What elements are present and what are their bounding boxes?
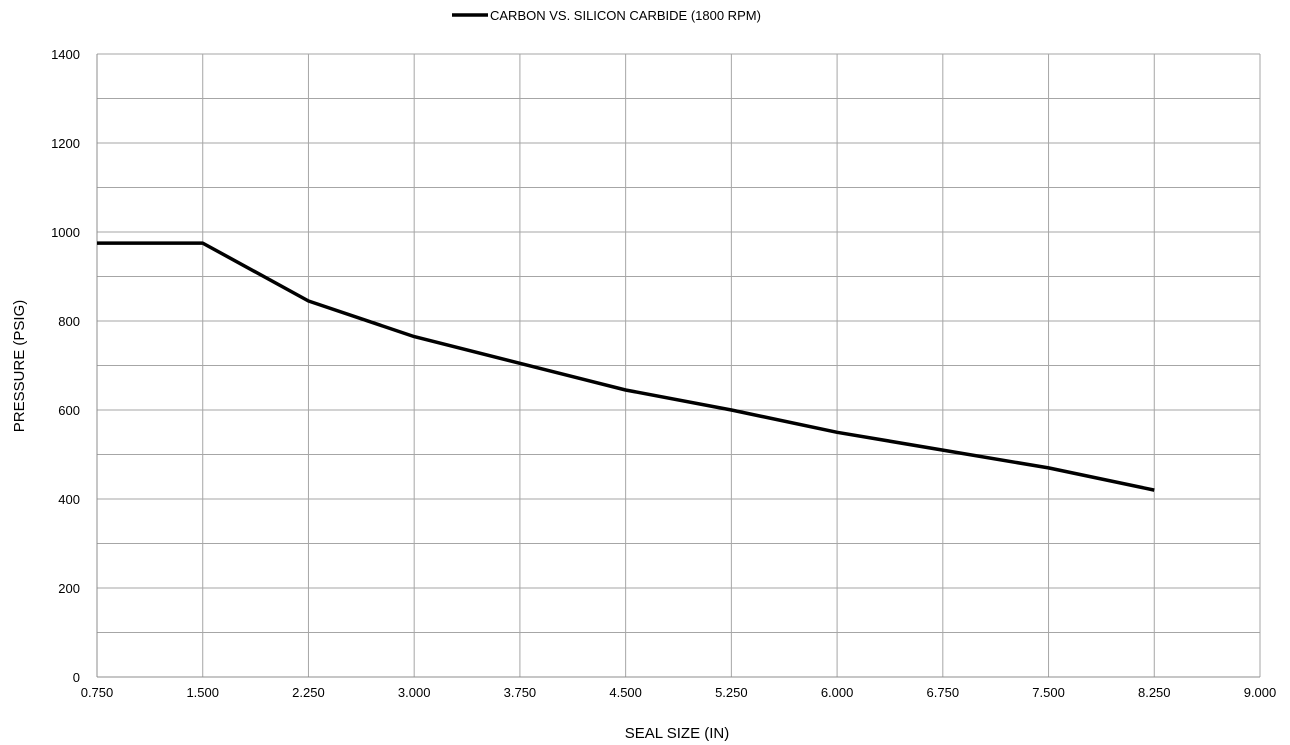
x-tick-label: 3.000 <box>398 685 431 700</box>
y-tick-label: 1000 <box>51 225 80 240</box>
y-tick-label: 400 <box>58 492 80 507</box>
legend: CARBON VS. SILICON CARBIDE (1800 RPM) <box>452 8 761 23</box>
x-tick-label: 6.750 <box>927 685 960 700</box>
y-tick-label: 600 <box>58 403 80 418</box>
x-tick-label: 3.750 <box>504 685 537 700</box>
tick-labels: 0 200 400 600 800 1000 1200 1400 0.750 1.500 2.250… <box>51 47 1276 700</box>
x-tick-label: 4.500 <box>609 685 642 700</box>
x-tick-label: 0.750 <box>81 685 114 700</box>
y-tick-label: 200 <box>58 581 80 596</box>
y-axis-title: PRESSURE (PSIG) <box>11 300 28 433</box>
x-tick-label: 7.500 <box>1032 685 1065 700</box>
y-tick-label: 1400 <box>51 47 80 62</box>
x-tick-label: 5.250 <box>715 685 748 700</box>
x-tick-label: 1.500 <box>186 685 219 700</box>
grid <box>97 53 1261 677</box>
y-tick-label: 0 <box>73 670 80 685</box>
series-line <box>97 241 1155 492</box>
y-tick-label: 1200 <box>51 136 80 151</box>
legend-label: CARBON VS. SILICON CARBIDE (1800 RPM) <box>490 8 761 23</box>
y-tick-label: 800 <box>58 314 80 329</box>
x-axis-title: SEAL SIZE (IN) <box>625 725 729 742</box>
series-layer <box>97 241 1155 492</box>
x-tick-label: 8.250 <box>1138 685 1171 700</box>
axes <box>96 54 1260 678</box>
x-tick-label: 9.000 <box>1244 685 1277 700</box>
x-tick-label: 2.250 <box>292 685 325 700</box>
x-tick-label: 6.000 <box>821 685 854 700</box>
